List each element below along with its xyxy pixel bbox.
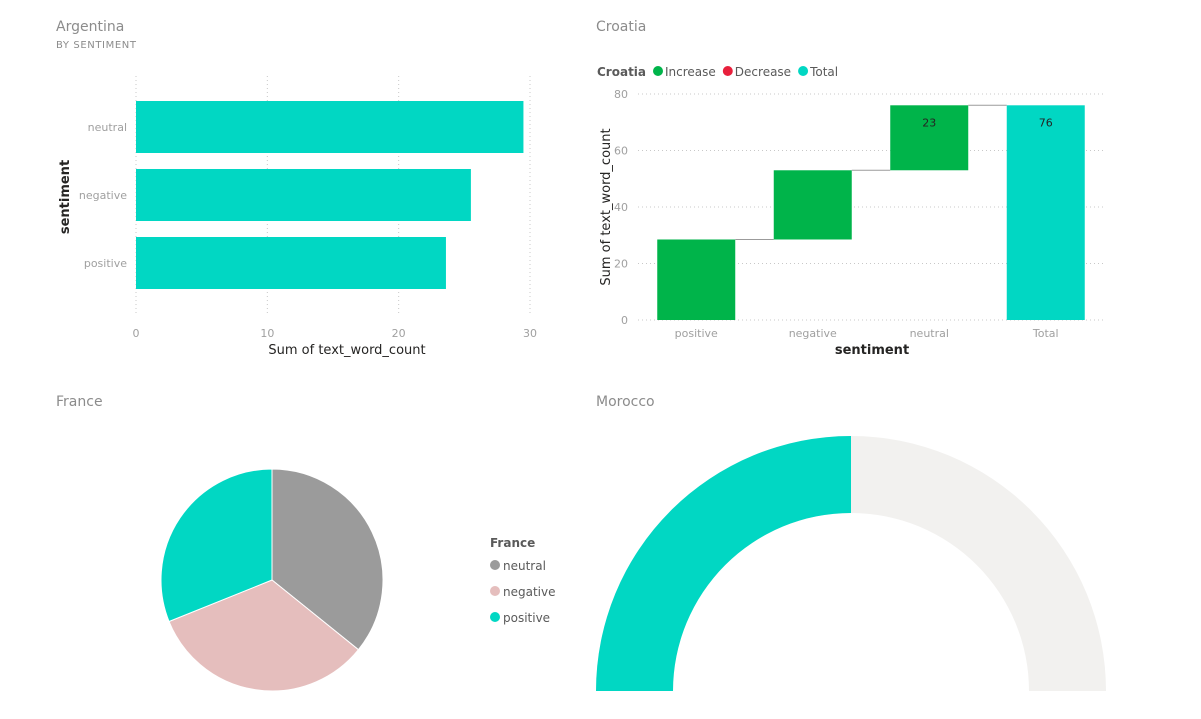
argentina-category-label: positive <box>84 257 127 270</box>
france-legend-marker-negative <box>490 586 500 596</box>
croatia-legend-marker-increase <box>653 66 663 76</box>
argentina-x-tick-label: 30 <box>523 327 537 340</box>
argentina-x-tick-label: 20 <box>392 327 406 340</box>
croatia-y-tick-label: 60 <box>614 145 628 158</box>
france-slice-neutral <box>271 468 384 651</box>
croatia-y-tick-label: 40 <box>614 201 628 214</box>
france-legend-marker-neutral <box>490 560 500 570</box>
croatia-legend-marker-total <box>798 66 809 76</box>
morocco-gauge-fill <box>596 436 851 691</box>
croatia-x-axis-title: sentiment <box>835 343 909 358</box>
croatia-legend-label: Decrease <box>735 65 791 79</box>
croatia-bar-positive <box>657 239 736 320</box>
argentina-x-axis-title: Sum of text_word_count <box>268 343 425 358</box>
argentina-bar-positive <box>136 237 446 289</box>
argentina-x-tick-label: 10 <box>260 327 274 340</box>
argentina-title: Argentina <box>56 19 125 35</box>
france-slice-positive <box>160 468 273 623</box>
france-pie-chart: France neutral negative positive <box>160 468 555 692</box>
argentina-category-label: neutral <box>88 121 127 134</box>
morocco-title: Morocco <box>596 394 655 410</box>
croatia-y-tick-label: 80 <box>614 88 628 101</box>
croatia-category-label: positive <box>675 327 718 340</box>
france-slice-negative <box>168 579 360 692</box>
croatia-legend-label: Increase <box>665 65 716 79</box>
france-legend-label: negative <box>503 585 555 599</box>
croatia-y-tick-label: 0 <box>621 314 628 327</box>
croatia-bar-total <box>1006 105 1085 320</box>
argentina-subtitle: BY SENTIMENT <box>56 40 137 51</box>
croatia-category-label: Total <box>1032 327 1059 340</box>
croatia-legend-title: Croatia <box>597 65 646 79</box>
croatia-y-tick-label: 20 <box>614 258 628 271</box>
croatia-category-label: neutral <box>910 327 949 340</box>
france-legend-title: France <box>490 536 535 550</box>
france-legend-marker-positive <box>490 612 500 622</box>
france-legend-label: positive <box>503 611 550 625</box>
argentina-x-tick-label: 0 <box>133 327 140 340</box>
argentina-y-axis-title: sentiment <box>58 160 73 234</box>
croatia-legend-label: Total <box>809 65 838 79</box>
croatia-data-label: 76 <box>1039 116 1053 129</box>
croatia-category-label: negative <box>789 327 837 340</box>
morocco-gauge-chart <box>596 436 1106 691</box>
france-legend-label: neutral <box>503 559 546 573</box>
croatia-data-label: 23 <box>922 116 936 129</box>
croatia-waterfall-chart: Croatia Increase Decrease Total 0 20 40 60 80 pos… <box>597 65 1104 358</box>
croatia-y-axis-title: Sum of text_word_count <box>599 128 614 285</box>
argentina-category-label: negative <box>79 189 127 202</box>
croatia-title: Croatia <box>596 19 647 35</box>
france-title: France <box>56 394 103 410</box>
croatia-bar-negative <box>773 170 852 240</box>
croatia-bar-neutral <box>890 105 969 171</box>
argentina-bar-chart: 0 10 20 30 neutral negative positive Sum of tex… <box>58 76 537 358</box>
argentina-bar-neutral <box>136 101 524 153</box>
croatia-legend-marker-decrease <box>722 66 733 76</box>
argentina-bar-negative <box>136 169 471 221</box>
